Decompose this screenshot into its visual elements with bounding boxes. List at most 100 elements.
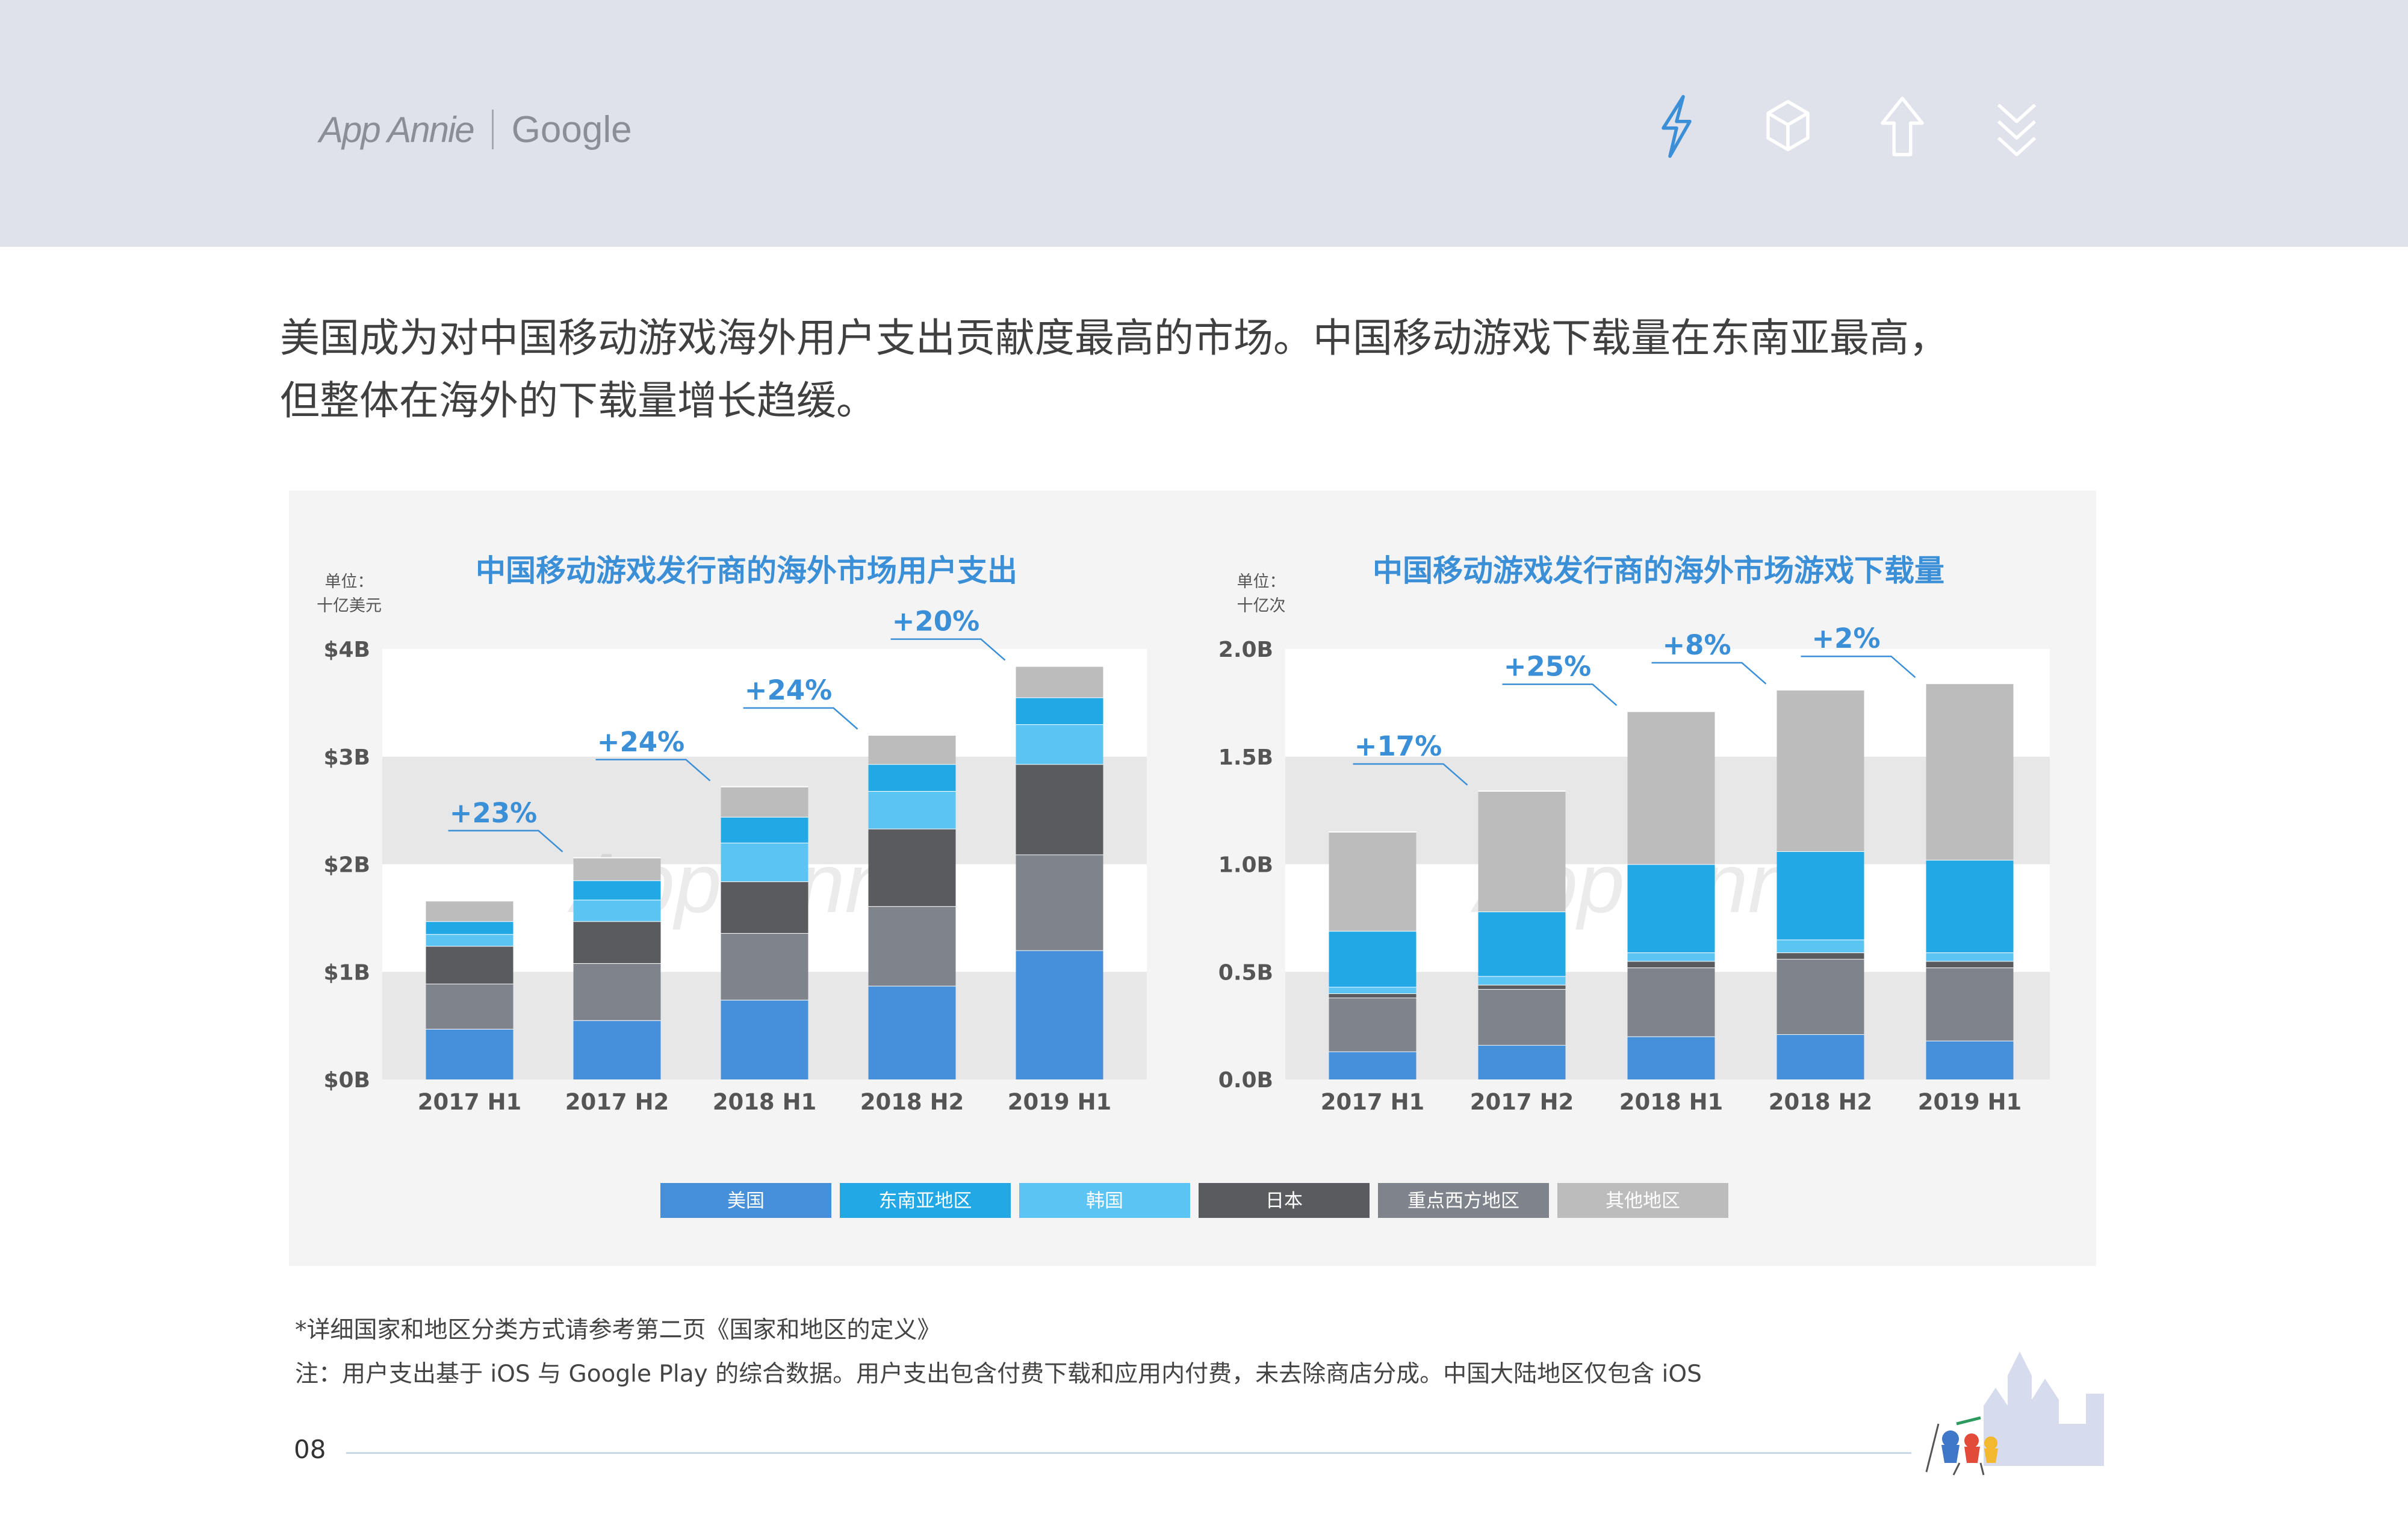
x-tick-label: 2018 H1 — [1619, 1089, 1724, 1115]
footnote-note: 注：用户支出基于 iOS 与 Google Play 的综合数据。用户支出包含付… — [295, 1361, 1702, 1388]
x-tick-label: 2017 H2 — [1470, 1089, 1574, 1115]
bar-segment — [573, 921, 661, 963]
bar-segment — [1926, 961, 2014, 968]
cube-icon[interactable] — [1761, 93, 1815, 160]
bar-segment — [1478, 790, 1566, 912]
bar-segment — [1926, 952, 2014, 961]
y-tick-label: 1.0B — [1218, 853, 1273, 878]
bar-segment — [1926, 967, 2014, 1041]
x-tick-label: 2018 H2 — [860, 1089, 964, 1115]
x-tick-label: 2017 H1 — [1321, 1089, 1425, 1115]
bar-segment — [1777, 952, 1864, 959]
bar-segment — [1329, 831, 1417, 931]
bar-segment — [1926, 683, 2014, 860]
bar-segment — [426, 934, 514, 946]
x-tick-label: 2019 H1 — [1918, 1089, 2022, 1115]
growth-label: +24% — [597, 726, 684, 758]
growth-leader-line — [890, 638, 1006, 661]
brand-app-annie: App Annie — [319, 109, 475, 150]
y-tick-label: $4B — [323, 638, 370, 662]
y-tick-label: 0.5B — [1218, 960, 1273, 985]
growth-label: +23% — [450, 797, 537, 829]
bar-segment — [426, 921, 514, 934]
page-divider — [346, 1452, 1911, 1454]
x-tick-label: 2018 H2 — [1769, 1089, 1873, 1115]
bar-segment — [868, 828, 956, 907]
bar-segment — [573, 1020, 661, 1079]
castle-illustration — [1923, 1334, 2104, 1478]
chart-title: 中国移动游戏发行商的海外市场用户支出 — [476, 553, 1017, 588]
unit-label: 十亿美元 — [317, 597, 382, 615]
unit-label: 十亿次 — [1237, 597, 1286, 615]
bar-segment — [426, 946, 514, 984]
y-tick-label: 0.0B — [1218, 1068, 1273, 1093]
growth-label: +2% — [1811, 623, 1880, 654]
bar-segment — [868, 906, 956, 986]
bar-segment — [1016, 764, 1103, 855]
legend: 美国 东南亚地区 韩国 日本 重点西方地区 其他地区 — [660, 1183, 1728, 1218]
growth-label: +8% — [1662, 629, 1731, 661]
bar-segment — [868, 764, 956, 791]
header-band: App Annie Google — [0, 0, 2408, 247]
brand-google: Google — [511, 108, 632, 151]
growth-leader-line — [595, 759, 711, 781]
y-tick-label: 2.0B — [1218, 638, 1273, 662]
legend-swatch — [1557, 1183, 1728, 1218]
growth-label: +25% — [1504, 651, 1591, 683]
bar-segment — [1016, 724, 1103, 765]
bar-segment — [1777, 939, 1864, 953]
growth-label: +24% — [745, 674, 832, 706]
arrow-up-icon[interactable] — [1875, 93, 1929, 160]
bar-segment — [1777, 689, 1864, 852]
bar-segment — [721, 881, 808, 933]
bar-segment — [1478, 976, 1566, 985]
growth-label: +20% — [892, 606, 979, 638]
brand-logo: App Annie Google — [319, 102, 632, 157]
legend-swatch — [660, 1183, 831, 1218]
page-number: 08 — [294, 1435, 326, 1464]
legend-label: 美国 — [727, 1190, 765, 1212]
legend-label: 其他地区 — [1606, 1190, 1680, 1212]
y-tick-label: $0B — [323, 1068, 370, 1093]
growth-leader-line — [1651, 662, 1767, 685]
bar-segment — [1016, 950, 1103, 1079]
bar-segment — [1926, 1040, 2014, 1079]
bar-segment — [1627, 1036, 1715, 1079]
headline-line-1: 美国成为对中国移动游戏海外用户支出贡献度最高的市场。中国移动游戏下载量在东南亚最… — [280, 315, 1949, 361]
headline-line-2: 但整体在海外的下载量增长趋缓。 — [280, 377, 876, 424]
legend-label: 韩国 — [1086, 1190, 1123, 1212]
growth-leader-line — [1801, 655, 1916, 678]
legend-label: 日本 — [1265, 1190, 1303, 1212]
legend-swatch — [840, 1183, 1011, 1218]
chart-panel: 中国移动游戏发行商的海外市场用户支出 单位： 十亿美元 $0B $1B $2B $3B $4B… — [289, 491, 2096, 1266]
y-tick-label: $3B — [323, 745, 370, 770]
bar-segment — [1777, 1034, 1864, 1079]
bar-segment — [573, 880, 661, 900]
bar-segment — [1777, 851, 1864, 940]
bar-segment — [1016, 854, 1103, 951]
double-chevron-down-icon[interactable] — [1990, 93, 2044, 160]
bar-segment — [721, 842, 808, 882]
legend-swatch — [1019, 1183, 1190, 1218]
bar-segment — [721, 933, 808, 1000]
unit-label: 单位： — [1237, 573, 1286, 591]
bar-segment — [1627, 967, 1715, 1037]
x-tick-label: 2017 H1 — [418, 1089, 522, 1115]
bar-segment — [1329, 987, 1417, 993]
lightning-icon[interactable] — [1649, 93, 1704, 160]
brand-divider — [491, 110, 494, 149]
bar-segment — [721, 999, 808, 1079]
y-tick-label: $2B — [323, 853, 370, 878]
x-tick-label: 2019 H1 — [1008, 1089, 1112, 1115]
legend-swatch — [1199, 1183, 1370, 1218]
bar-segment — [573, 857, 661, 881]
chart-title: 中国移动游戏发行商的海外市场游戏下载量 — [1373, 553, 1944, 588]
bar-segment — [1016, 697, 1103, 725]
bar-segment — [1329, 998, 1417, 1052]
growth-leader-line — [1502, 683, 1618, 706]
bar-segment — [1329, 993, 1417, 998]
bar-segment — [573, 899, 661, 922]
legend-swatch — [1378, 1183, 1549, 1218]
